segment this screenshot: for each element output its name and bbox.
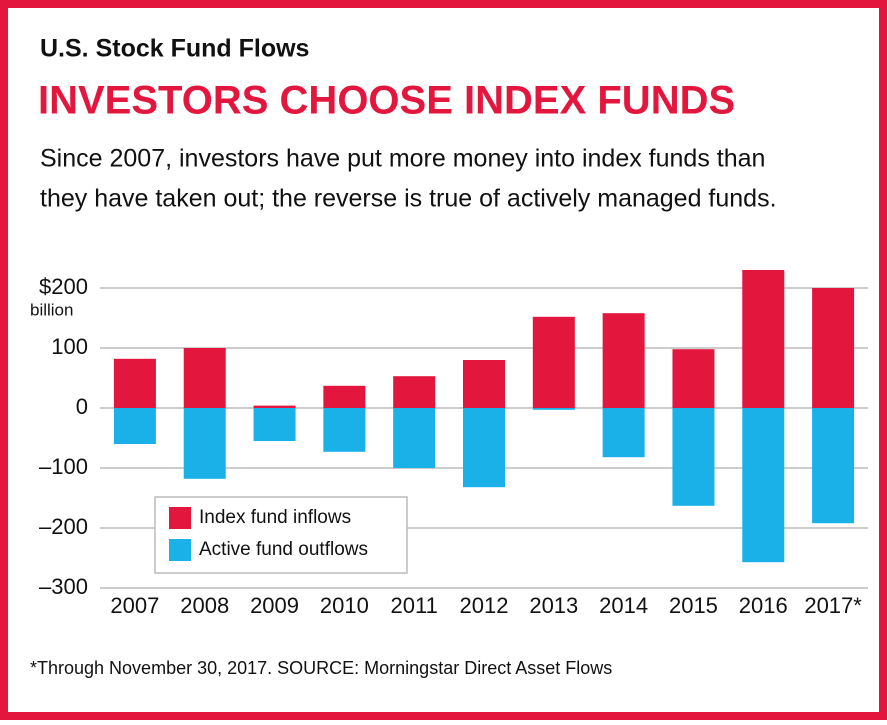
bar	[532, 316, 575, 408]
bar	[393, 376, 436, 408]
y-tick-label: –300	[39, 574, 88, 599]
y-tick-label: 0	[76, 394, 88, 419]
x-tick-label: 2007	[110, 593, 159, 618]
bar	[742, 270, 785, 408]
x-tick-label: 2008	[180, 593, 229, 618]
subtitle: Since 2007, investors have put more mone…	[40, 145, 765, 173]
bar	[113, 358, 156, 408]
bar	[183, 348, 226, 408]
x-tick-label: 2015	[669, 593, 718, 618]
chart-title: INVESTORS CHOOSE INDEX FUNDS	[38, 79, 735, 123]
y-unit: billion	[30, 300, 73, 319]
bar	[812, 288, 855, 408]
legend-label: Index fund inflows	[199, 507, 351, 528]
bar	[323, 408, 366, 452]
bar	[812, 408, 855, 524]
bar	[463, 408, 505, 488]
y-tick-label: –100	[39, 454, 88, 479]
bar	[672, 408, 715, 506]
bar	[253, 408, 296, 441]
bar	[602, 408, 645, 458]
x-tick-label: 2016	[739, 593, 788, 618]
kicker: U.S. Stock Fund Flows	[40, 35, 309, 63]
bar	[323, 385, 366, 408]
bar	[253, 405, 296, 408]
footnote: *Through November 30, 2017. SOURCE: Morn…	[30, 658, 612, 678]
legend-swatch	[169, 507, 191, 529]
x-tick-label: 2011	[391, 593, 438, 618]
bar	[532, 408, 575, 410]
legend-swatch	[169, 539, 191, 561]
subtitle: they have taken out; the reverse is true…	[40, 185, 777, 213]
y-tick-label: –200	[39, 514, 88, 539]
x-tick-label: 2017*	[804, 593, 862, 618]
y-tick-label: 100	[51, 334, 88, 359]
bar	[113, 408, 156, 444]
bar	[742, 408, 785, 563]
bar	[672, 349, 715, 408]
x-tick-label: 2014	[599, 593, 648, 618]
legend-box	[154, 496, 408, 574]
x-tick-label: 2013	[529, 593, 578, 618]
bar	[463, 360, 505, 408]
legend-label: Active fund outflows	[199, 539, 368, 560]
x-tick-label: 2010	[320, 593, 369, 618]
bar	[602, 313, 645, 408]
bar	[183, 408, 226, 479]
x-tick-label: 2009	[250, 593, 299, 618]
x-tick-label: 2012	[460, 593, 509, 618]
y-tick-label: $200	[39, 274, 88, 299]
bar	[393, 408, 436, 468]
